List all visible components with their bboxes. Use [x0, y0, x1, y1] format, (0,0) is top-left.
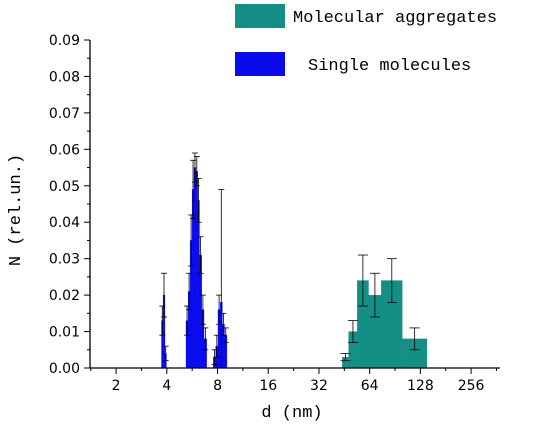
y-tick-label: 0.03	[49, 252, 80, 268]
legend-swatch-single-molecules	[235, 52, 285, 76]
error-bar-single-molecules-2	[162, 345, 169, 362]
y-tick-label: 0.04	[49, 215, 80, 231]
y-tick-label: 0.09	[49, 33, 80, 49]
error-bar-single-molecules-18	[222, 327, 229, 343]
y-tick-label: 0.08	[49, 69, 80, 85]
x-tick-label: 64	[361, 378, 379, 394]
error-bar-molecular-aggregates-1	[347, 320, 358, 343]
error-bar-molecular-aggregates-0	[340, 353, 351, 362]
y-tick-label: 0.00	[49, 361, 80, 377]
bar-single-molecules-7	[193, 167, 197, 369]
error-bar-molecular-aggregates-2	[357, 254, 368, 307]
error-bar-single-molecules-1	[161, 272, 168, 318]
x-tick-label: 2	[112, 378, 121, 394]
bars-layer	[161, 167, 428, 369]
error-bar-single-molecules-14	[213, 334, 220, 358]
y-tick-label: 0.02	[49, 288, 80, 304]
x-tick-label: 8	[213, 378, 222, 394]
legend-label-single-molecules: Single molecules	[308, 57, 471, 76]
legend: Molecular aggregates Single molecules	[235, 4, 497, 76]
error-bar-single-molecules-11	[199, 294, 206, 325]
x-tick-label: 128	[407, 378, 434, 394]
error-bar-molecular-aggregates-3	[369, 272, 380, 318]
error-bars-layer	[159, 152, 420, 369]
axes-layer	[89, 40, 500, 369]
y-tick-label: 0.06	[49, 142, 80, 158]
ticks-layer: 0.00 0.01 0.02 0.03 0.04 0.05 0.06 0.07 0.08 0.09…	[49, 33, 497, 394]
bar-single-molecules-9	[197, 200, 200, 369]
error-bar-single-molecules-9	[195, 178, 202, 223]
error-bar-single-molecules-10	[197, 236, 204, 274]
error-bar-single-molecules-4	[186, 272, 193, 311]
x-tick-label: 32	[310, 378, 328, 394]
x-tick-label: 256	[458, 378, 485, 394]
bar-single-molecules-8	[195, 171, 198, 369]
legend-swatch-molecular-aggregates	[235, 4, 285, 28]
y-axis-label: N (rel.un.)	[7, 154, 26, 266]
y-tick-label: 0.05	[49, 179, 80, 195]
x-tick-label: 16	[259, 378, 277, 394]
x-tick-label: 4	[162, 378, 171, 394]
legend-label-molecular-aggregates: Molecular aggregates	[293, 9, 497, 28]
error-bar-molecular-aggregates-4	[386, 258, 397, 303]
y-tick-label: 0.01	[49, 325, 80, 341]
error-bar-single-molecules-12	[202, 327, 209, 351]
error-bar-molecular-aggregates-5	[409, 327, 420, 351]
x-axis-label: d (nm)	[261, 404, 322, 423]
y-tick-label: 0.07	[49, 106, 80, 122]
